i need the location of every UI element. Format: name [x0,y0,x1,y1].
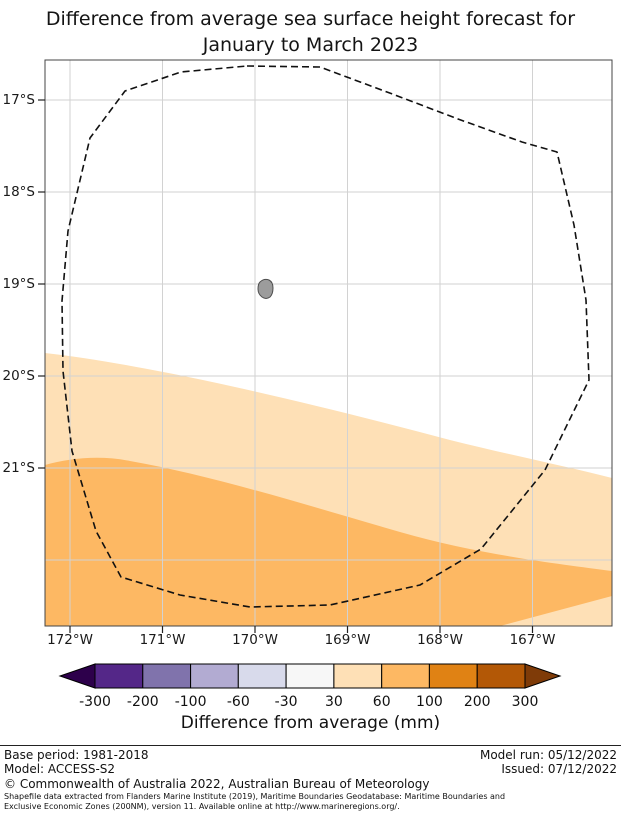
colorbar-segment-8 [476,663,526,689]
colorbar-tick-100: 100 [416,694,443,710]
colorbar: -300 -200 -100 -60 -30 30 60 100 200 300… [58,663,562,733]
colorbar-tick-300: 300 [512,694,539,710]
shapefile-attribution-line-1: Shapefile data extracted from Flanders M… [4,792,506,801]
ssh-band-60-100mm [45,457,612,626]
footer-row-2: Model: ACCESS-S2 Issued: 07/12/2022 [0,762,621,776]
footer-divider [0,745,621,746]
colorbar-right-arrow [524,663,562,689]
map: 17°S 18°S 19°S 20°S 21°S 172°W 171°W 170… [3,59,613,647]
gridlines [45,60,612,626]
lat-tick-20s: 20°S [3,368,36,384]
colorbar-tick-30: 30 [325,694,343,710]
colorbar-segment-4 [285,663,335,689]
colorbar-segment-5 [333,663,383,689]
colorbar-left-arrow [58,663,96,689]
copyright-text: © Commonwealth of Australia 2022, Austra… [4,777,430,791]
lon-tick-170w: 170°W [232,632,278,647]
model-run-text: Model run: 05/12/2022 [479,748,617,762]
island [257,278,274,299]
colorbar-tick-60: 60 [373,694,391,710]
lat-tick-18s: 18°S [3,184,36,200]
colorbar-segment-2 [190,663,239,689]
model-text: Model: ACCESS-S2 [4,762,116,776]
lon-tick-168w: 168°W [417,632,463,647]
title-line-1: Difference from average sea surface heig… [45,8,576,30]
eez-boundary-dashed [61,65,590,608]
colorbar-segment-1 [142,663,192,689]
lat-tick-19s: 19°S [3,276,36,292]
colorbar-segment-3 [237,663,287,689]
axis-ticks [38,99,534,633]
colorbar-tick-neg30: -30 [275,694,298,710]
colorbar-tick-200: 200 [464,694,491,710]
lon-tick-169w: 169°W [325,632,371,647]
colorbar-tick-neg60: -60 [227,694,250,710]
footer-row-1: Base period: 1981-2018 Model run: 05/12/… [0,748,621,762]
lon-tick-171w: 171°W [140,632,186,647]
title-line-2: January to March 2023 [202,34,419,56]
base-period-text: Base period: 1981-2018 [4,748,149,762]
colorbar-tick-neg100: -100 [175,694,207,710]
colorbar-segment-0 [94,663,144,689]
map-frame [44,59,613,627]
colorbar-label: Difference from average (mm) [181,713,440,733]
colorbar-segment-6 [381,663,430,689]
lon-tick-167w: 167°W [510,632,556,647]
lon-tick-172w: 172°W [47,632,93,647]
colorbar-tick-neg300: -300 [79,694,111,710]
shapefile-attribution: Shapefile data extracted from Flanders M… [4,792,505,811]
colorbar-tick-neg200: -200 [127,694,159,710]
lat-tick-21s: 21°S [3,460,36,476]
page-title: Difference from average sea surface heig… [0,6,621,58]
issued-text: Issued: 07/12/2022 [501,762,617,776]
shapefile-attribution-line-2: Exclusive Economic Zones (200NM), versio… [4,801,400,811]
colorbar-segment-7 [428,663,478,689]
lat-tick-17s: 17°S [3,92,36,108]
